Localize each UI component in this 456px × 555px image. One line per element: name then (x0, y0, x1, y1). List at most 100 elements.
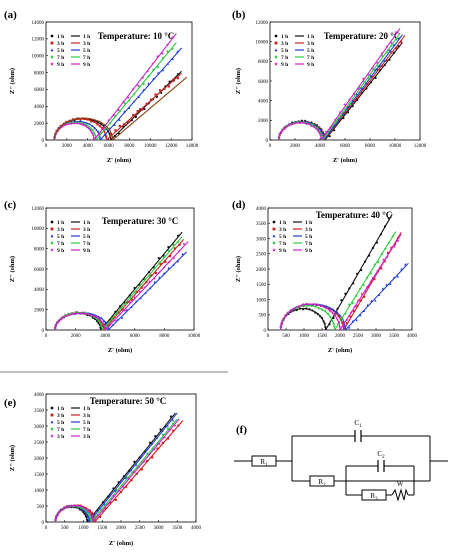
data-point (162, 265, 166, 269)
data-point (106, 502, 110, 506)
data-point (387, 241, 391, 245)
data-point (102, 323, 106, 327)
data-point (363, 289, 367, 293)
data-point (324, 325, 327, 329)
data-point (90, 131, 94, 135)
data-point (149, 98, 153, 101)
data-point (124, 476, 127, 480)
data-point (161, 433, 164, 437)
data-point (55, 321, 59, 325)
data-point (302, 305, 305, 308)
data-point (170, 35, 174, 39)
panel-c: (c) Temperature: 30 °C Z' (ohm) Z'' (ohm… (4, 199, 201, 354)
data-point (342, 117, 345, 120)
x-tick-label: 2000 (335, 334, 346, 339)
x-tick-label: 2000 (290, 144, 301, 149)
panel-e: (e) Temperature: 50 °C Z' (ohm) Z'' (ohm… (4, 393, 202, 547)
data-point (85, 516, 88, 519)
data-point (105, 135, 108, 138)
y-tick-label: 8000 (258, 60, 269, 65)
legend-label: 9 h (281, 62, 288, 68)
data-point (172, 263, 175, 267)
data-point (335, 120, 338, 124)
data-point (161, 441, 164, 444)
data-point (132, 113, 135, 117)
data-point (111, 494, 115, 497)
data-point (313, 305, 317, 308)
data-point (81, 507, 85, 511)
x-axis-label: Z' (ohm) (109, 540, 133, 547)
data-point (87, 515, 90, 519)
data-point (317, 306, 321, 310)
data-point (157, 271, 161, 274)
data-point (127, 476, 131, 480)
data-point (348, 102, 352, 106)
data-point (77, 504, 81, 508)
data-point (111, 323, 115, 327)
data-point (134, 291, 137, 295)
y-tick-label: 1000 (256, 298, 267, 303)
data-point (54, 323, 58, 327)
x-tick-label: 8000 (365, 144, 376, 149)
data-point (120, 484, 123, 487)
data-point (339, 314, 342, 317)
data-point (322, 320, 325, 323)
data-point (97, 316, 101, 319)
data-point (84, 507, 88, 511)
data-point (113, 123, 116, 127)
data-point (95, 315, 98, 318)
y-tick-label: 14000 (32, 21, 45, 26)
legend-label: 3 h (83, 413, 90, 419)
r1-label: R1 (260, 458, 268, 468)
data-point (316, 312, 319, 316)
data-point (125, 475, 129, 479)
data-point (404, 263, 407, 266)
data-point (397, 37, 400, 40)
y-tick-labels: 0 2000 4000 6000 8000 10000 12000 (32, 207, 48, 334)
data-point (279, 324, 283, 328)
data-point (86, 118, 89, 121)
data-point (89, 129, 93, 133)
chart-title: Temperature: 40 °C (316, 210, 393, 220)
data-point (167, 85, 171, 88)
data-point (151, 447, 154, 451)
data-point (373, 68, 377, 71)
data-point (100, 316, 103, 320)
data-point (308, 302, 312, 306)
data-point (356, 299, 360, 302)
data-point (86, 513, 89, 516)
data-point (107, 118, 111, 122)
data-point (88, 122, 91, 126)
data-point (310, 124, 313, 128)
x-axis-label: Z' (ohm) (108, 347, 132, 354)
data-point (83, 117, 86, 120)
x-tick-label: 500 (61, 526, 69, 531)
data-point (166, 437, 170, 440)
data-point (147, 82, 150, 85)
data-point (172, 243, 175, 247)
data-point (87, 518, 91, 521)
resistor-r3 (361, 489, 387, 501)
data-point (68, 313, 72, 317)
data-point (132, 100, 136, 103)
data-point (349, 315, 352, 318)
legend-label: 5 h (305, 234, 312, 240)
data-point (287, 123, 290, 127)
data-point (166, 426, 170, 430)
x-tick-label: 3500 (172, 526, 183, 531)
data-point (143, 278, 147, 282)
data-point (69, 122, 73, 126)
x-tick-label: 4000 (315, 144, 326, 149)
x-tick-label: 1000 (299, 334, 310, 339)
data-point (379, 69, 382, 72)
data-point (388, 48, 391, 52)
y-tick-label: 1500 (256, 283, 267, 288)
data-point (330, 318, 334, 322)
data-point (101, 324, 104, 327)
data-point (337, 320, 341, 324)
data-point (381, 287, 385, 290)
